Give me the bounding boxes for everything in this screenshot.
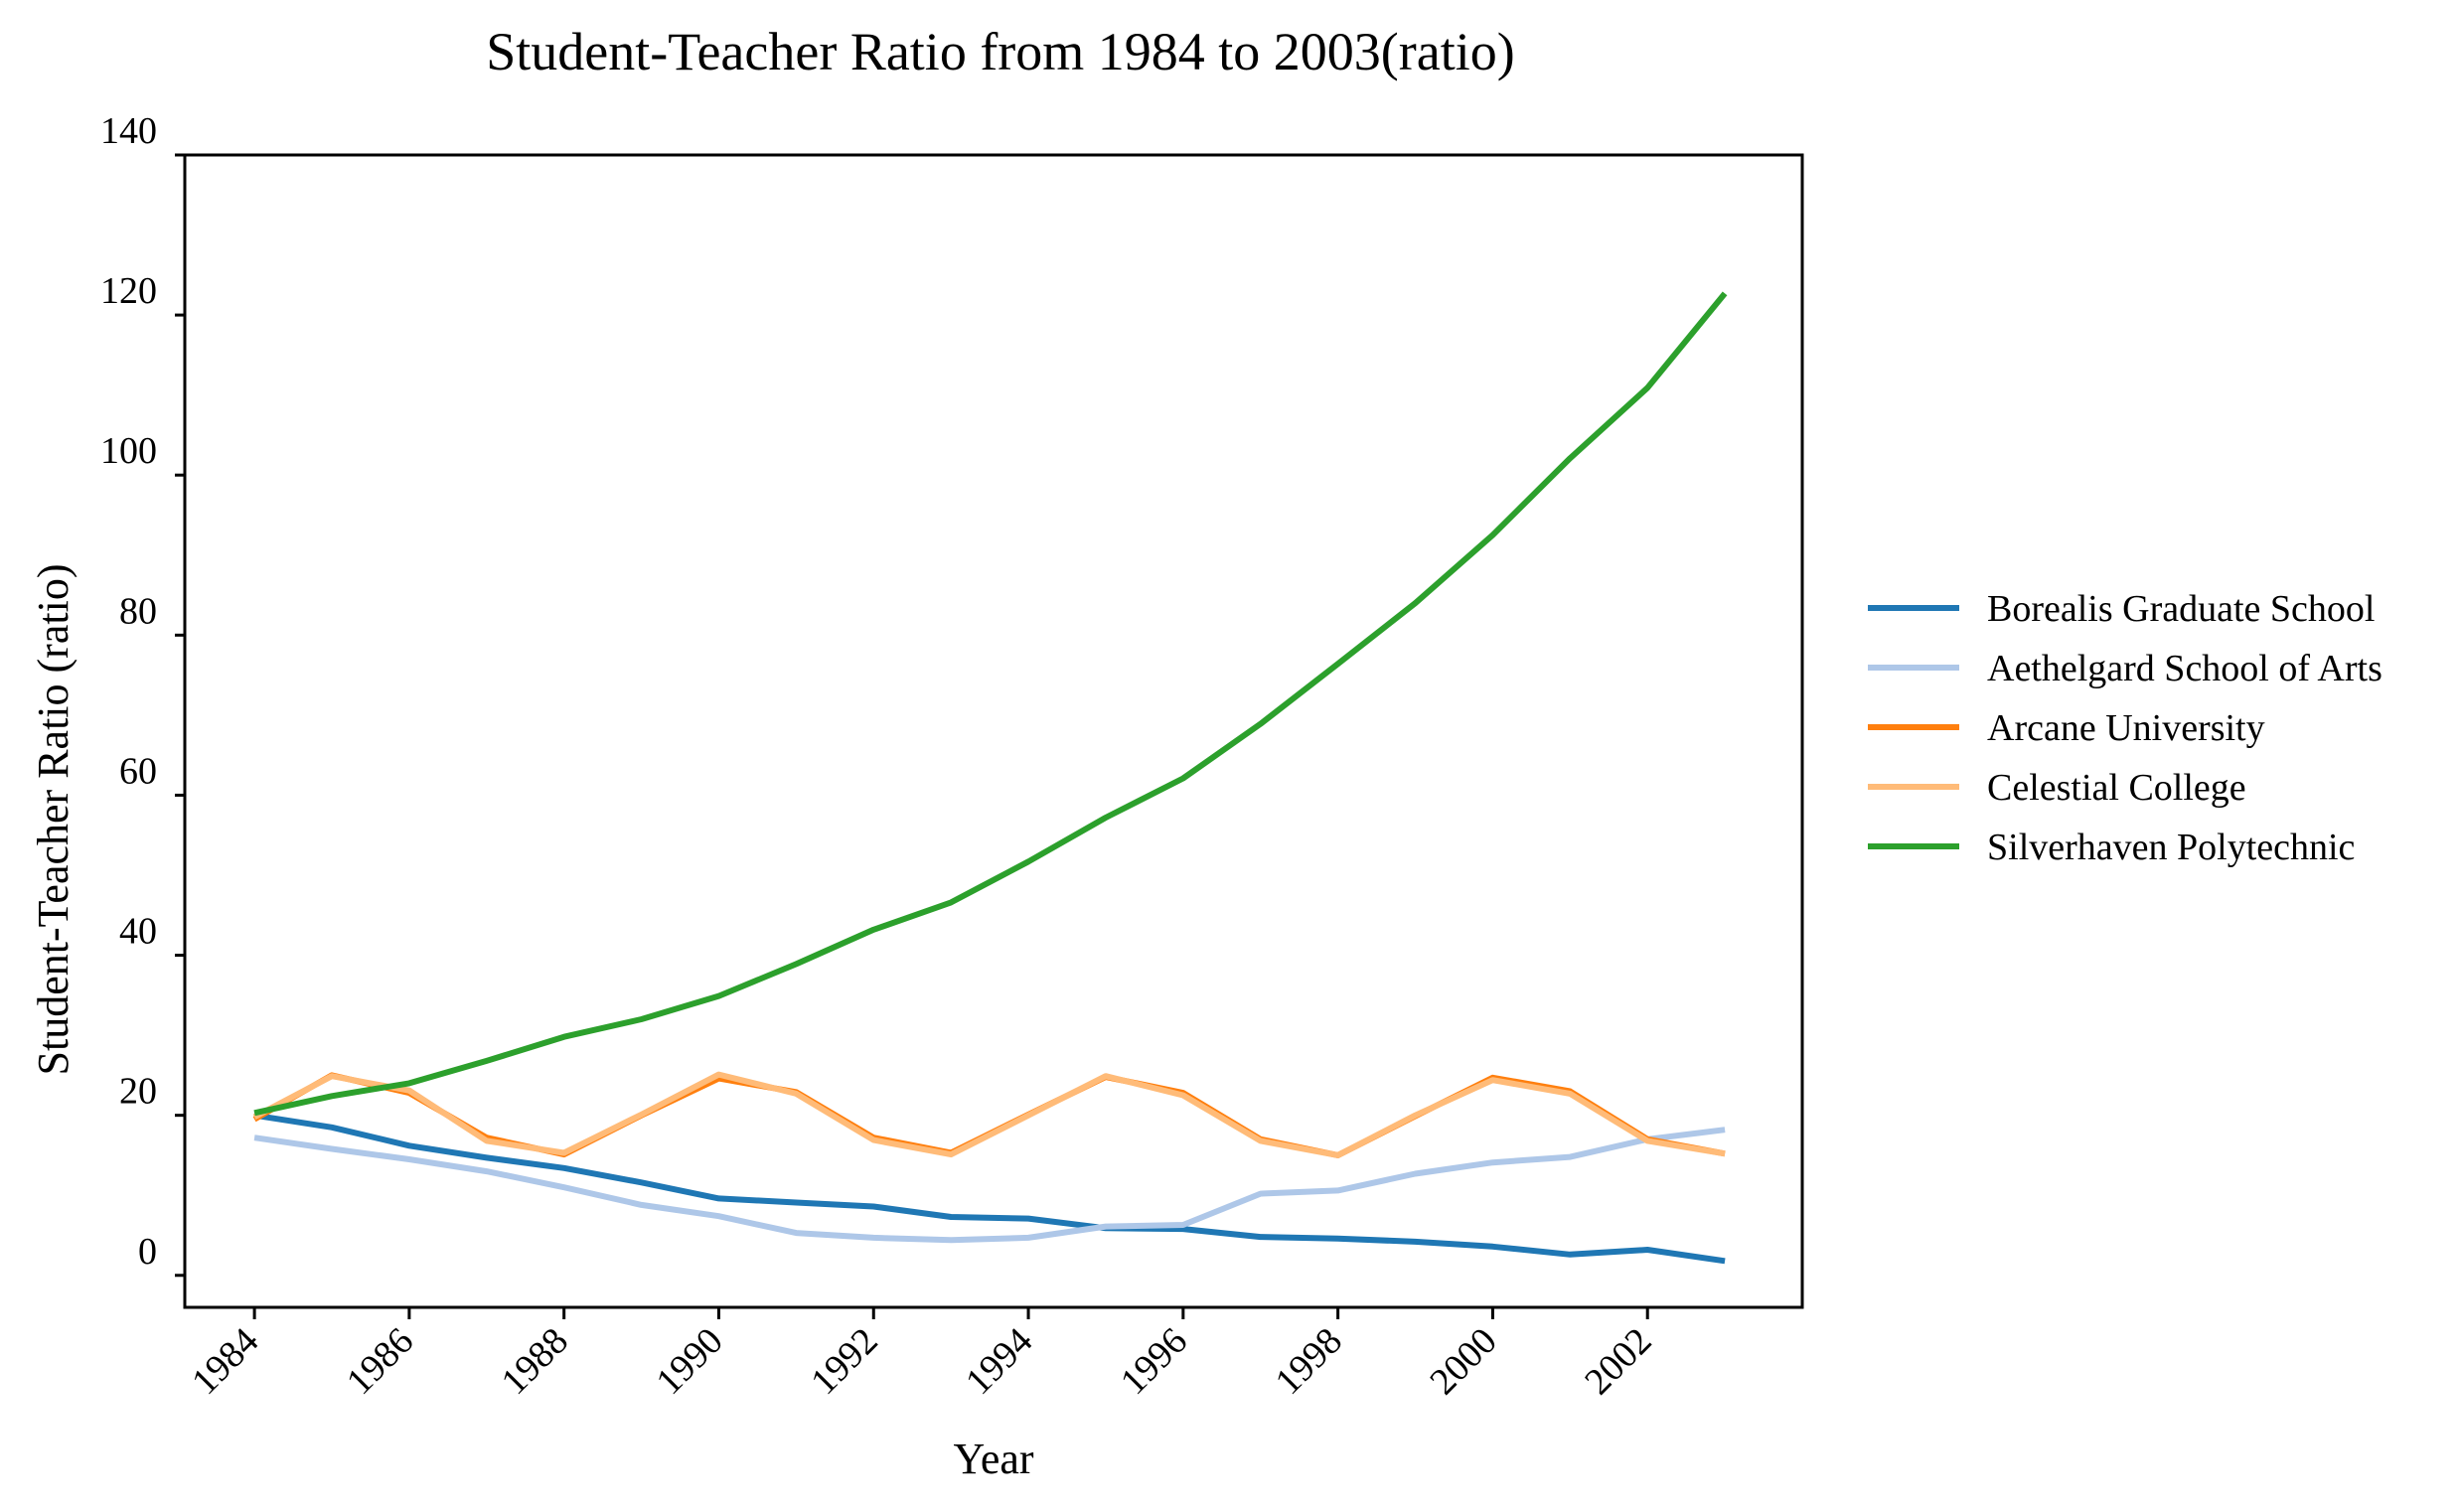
y-tick-label: 100 xyxy=(100,430,157,472)
legend: Borealis Graduate School Aethelgard Schoo… xyxy=(1868,588,2382,868)
x-tick-label: 1998 xyxy=(1268,1320,1350,1403)
chart-title: Student-Teacher Ratio from 1984 to 2003(… xyxy=(486,22,1514,81)
x-tick-label: 2000 xyxy=(1422,1320,1504,1403)
legend-label: Arcane University xyxy=(1987,707,2265,749)
y-tick-label: 80 xyxy=(119,590,157,632)
x-tick-label: 1988 xyxy=(494,1320,576,1403)
legend-label: Aethelgard School of Arts xyxy=(1987,648,2382,689)
legend-label: Celestial College xyxy=(1987,767,2246,809)
x-tick-label: 1990 xyxy=(648,1320,730,1403)
series-line-3 xyxy=(252,1071,1726,1158)
legend-label: Borealis Graduate School xyxy=(1987,588,2375,630)
y-tick-label: 60 xyxy=(119,750,157,792)
series-line-2 xyxy=(252,1072,1726,1158)
x-tick-label: 2002 xyxy=(1577,1320,1659,1403)
y-tick-label: 20 xyxy=(119,1071,157,1113)
axes: 0 20 40 60 80 100 120 140 1984 1986 1988 1990 1992 19… xyxy=(100,110,1804,1403)
y-tick-label: 0 xyxy=(138,1231,157,1273)
series-line-0 xyxy=(253,1112,1726,1265)
x-tick-label: 1996 xyxy=(1113,1320,1195,1403)
x-tick-label: 1992 xyxy=(803,1320,885,1403)
series-line-1 xyxy=(253,1127,1726,1244)
legend-label: Silverhaven Polytechnic xyxy=(1987,827,2355,868)
series-line-4 xyxy=(253,291,1728,1117)
y-tick-label: 140 xyxy=(100,110,157,152)
y-tick-label: 120 xyxy=(100,270,157,312)
plot-frame xyxy=(183,153,1804,1309)
series-lines xyxy=(252,291,1728,1265)
x-tick-label: 1984 xyxy=(184,1320,266,1403)
y-tick-label: 40 xyxy=(119,911,157,953)
x-tick-label: 1986 xyxy=(339,1320,421,1403)
x-axis-label: Year xyxy=(953,1435,1033,1483)
x-tick-label: 1994 xyxy=(958,1320,1040,1403)
y-axis-label: Student-Teacher Ratio (ratio) xyxy=(29,564,77,1076)
